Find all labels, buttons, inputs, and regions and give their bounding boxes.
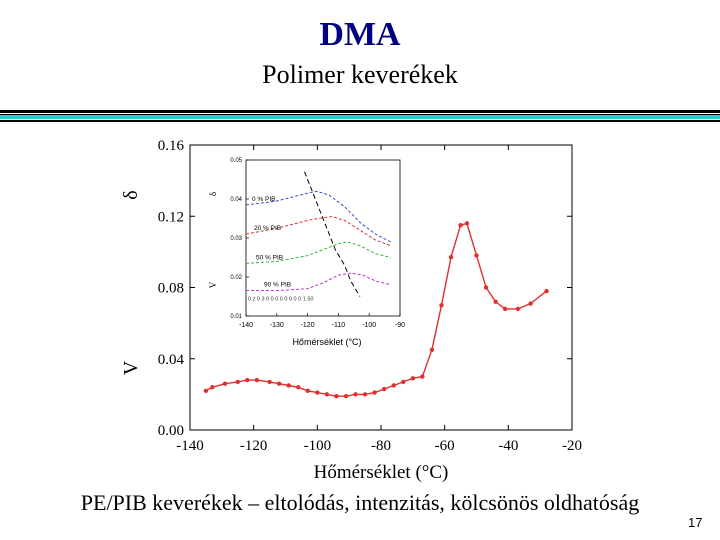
main-data-point xyxy=(528,301,533,306)
main-data-point xyxy=(401,379,406,385)
inset-series-line xyxy=(245,216,391,247)
main-data-point xyxy=(315,390,320,395)
main-y-tick-label: 0.16 xyxy=(158,138,185,154)
main-data-point xyxy=(286,383,291,388)
main-x-tick-label: -60 xyxy=(435,438,455,454)
main-data-point xyxy=(296,385,301,390)
main-y-tick-label: 0.04 xyxy=(158,352,185,368)
page-number: 17 xyxy=(688,515,703,530)
main-data-point xyxy=(203,388,209,394)
main-x-tick-label: -40 xyxy=(498,438,518,454)
main-data-point xyxy=(420,374,425,379)
inset-series-line xyxy=(245,190,392,243)
inset-series-label: 50 % PIB xyxy=(256,254,283,261)
inset-x-tick-label: -120 xyxy=(301,322,315,329)
main-data-point xyxy=(544,288,549,294)
inset-y-axis-label: δ xyxy=(208,192,218,196)
main-x-tick-label: -100 xyxy=(304,438,332,454)
inset-y-axis-garbled-label: V xyxy=(208,281,218,288)
slide-title: DMA xyxy=(319,16,401,53)
main-x-axis-label: Hőmérséklet (°C) xyxy=(314,462,449,483)
main-y-tick-label: 0.08 xyxy=(158,281,184,297)
main-y-tick-label: 0.00 xyxy=(158,423,184,439)
inset-series-line xyxy=(246,272,391,292)
main-y-tick-label: 0.12 xyxy=(158,209,184,225)
main-y-axis-garbled-label: V xyxy=(120,360,142,375)
main-data-point xyxy=(515,306,521,312)
main-data-point xyxy=(502,306,508,312)
main-data-point xyxy=(235,379,240,385)
inset-y-tick-label: 0.03 xyxy=(230,236,242,242)
main-data-point xyxy=(343,393,349,399)
inset-y-tick-label: 0.04 xyxy=(230,197,242,203)
inset-x-tick-label: -140 xyxy=(239,322,253,329)
main-data-point xyxy=(254,377,260,383)
inset-garbled-text: 0 z 0 3 0 0 0 0 0 0 0 0 1.50 xyxy=(248,297,313,303)
main-data-point xyxy=(210,385,215,390)
main-data-point xyxy=(334,393,339,399)
main-data-point xyxy=(448,255,454,260)
inset-x-axis-label: Hőmérséklet (°C) xyxy=(292,337,361,347)
main-data-point xyxy=(267,379,272,385)
inset-x-tick-label: -110 xyxy=(332,322,346,329)
main-x-tick-label: -140 xyxy=(176,438,204,454)
main-data-point xyxy=(362,392,368,397)
inset-y-tick-label: 0.05 xyxy=(230,158,242,164)
main-data-point xyxy=(372,390,377,395)
inset-x-tick-label: -100 xyxy=(362,322,376,329)
inset-y-tick-label: 0.01 xyxy=(230,314,242,320)
inset-peak-shift-line xyxy=(304,171,361,297)
main-data-point xyxy=(493,299,498,304)
accent-bar xyxy=(0,115,720,119)
main-data-point xyxy=(429,347,435,353)
main-x-tick-label: -80 xyxy=(371,438,391,454)
inset-series-label: 0 % PIB xyxy=(252,196,275,203)
inset-background xyxy=(200,150,415,355)
main-data-point xyxy=(222,381,228,386)
main-data-point xyxy=(483,285,489,290)
slide-subtitle: Polimer keverékek xyxy=(262,60,458,89)
main-data-point xyxy=(391,383,396,388)
main-data-point xyxy=(458,222,463,228)
inset-x-tick-label: -90 xyxy=(395,322,405,329)
main-y-axis-label: δ xyxy=(120,190,142,199)
main-data-point xyxy=(439,303,444,308)
main-data-point xyxy=(324,392,330,397)
main-x-tick-label: -20 xyxy=(562,438,582,454)
inset-series-label: 90 % PIB xyxy=(264,282,291,289)
main-x-tick-label: -120 xyxy=(240,438,268,454)
inset-series-line xyxy=(245,241,391,264)
title-divider xyxy=(0,110,720,122)
main-data-point xyxy=(474,253,479,258)
main-data-point xyxy=(381,386,387,392)
main-data-point xyxy=(464,221,470,226)
main-data-point xyxy=(305,388,310,394)
main-data-point xyxy=(353,392,358,397)
main-data-point xyxy=(410,376,416,381)
inset-x-tick-label: -130 xyxy=(270,322,284,329)
main-data-point xyxy=(245,377,250,383)
inset-y-tick-label: 0.02 xyxy=(230,275,242,281)
main-data-point xyxy=(276,381,282,386)
slide-caption: PE/PIB keverékek – eltolódás, intenzitás… xyxy=(80,490,640,515)
inset-series-label: 20 % PIB xyxy=(254,225,281,232)
